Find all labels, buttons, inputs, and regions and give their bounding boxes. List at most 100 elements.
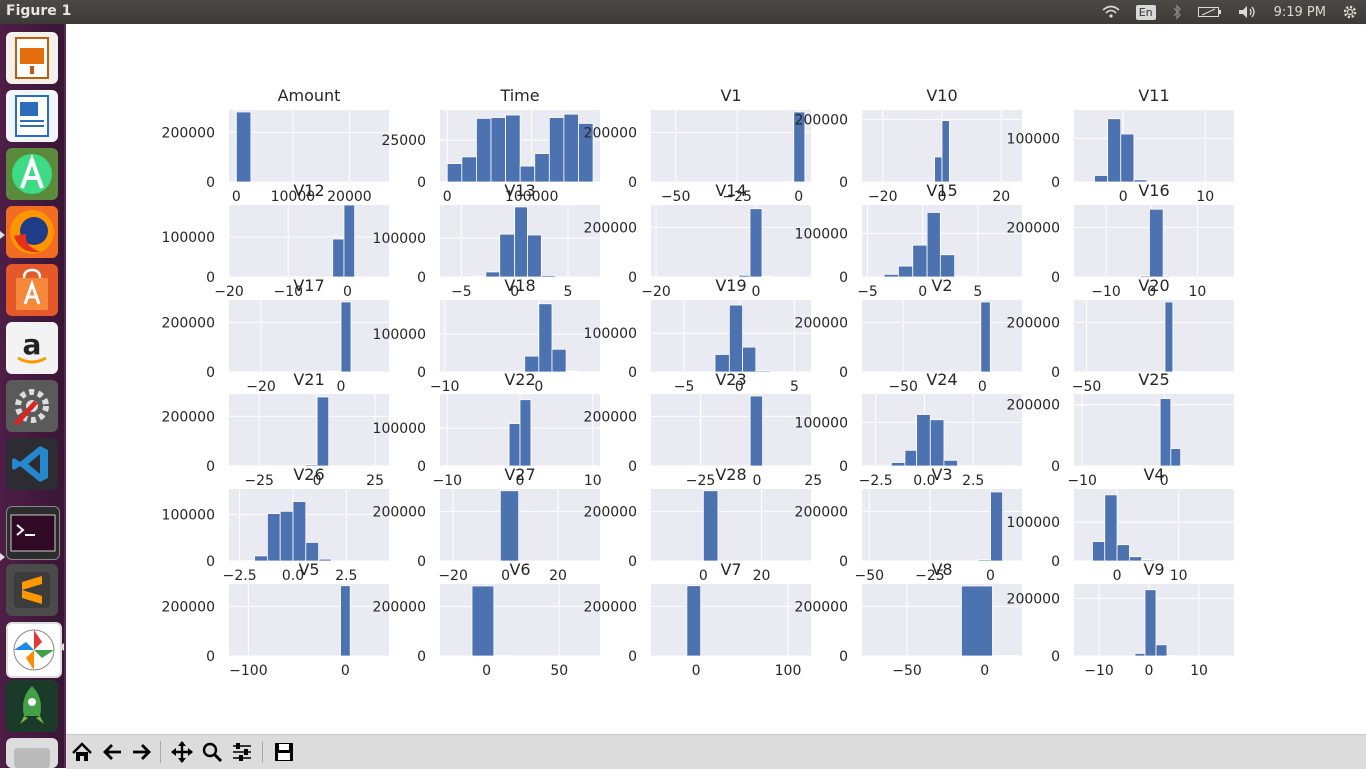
subplot-title: V18: [504, 276, 535, 295]
y-tick-label: 200000: [162, 599, 215, 615]
vscode-icon[interactable]: [6, 438, 58, 490]
subplot-title: V22: [504, 370, 535, 389]
y-tick-label: 0: [839, 459, 848, 475]
save-icon[interactable]: [270, 739, 298, 765]
x-tick-label: 0: [534, 379, 543, 395]
subplot-title: V27: [504, 465, 535, 484]
running-indicator: [0, 231, 5, 239]
y-tick-label: 0: [628, 554, 637, 570]
volume-icon[interactable]: [1238, 5, 1258, 19]
x-tick-label: 0: [794, 189, 803, 205]
x-tick-label: −50: [854, 568, 884, 584]
impress-icon[interactable]: [6, 32, 58, 84]
y-tick-label: 0: [839, 175, 848, 191]
histogram-bar: [1135, 653, 1145, 656]
gear-icon[interactable]: [1342, 4, 1358, 20]
rocket-app-icon[interactable]: [6, 680, 58, 732]
axes-background: [229, 205, 389, 277]
histogram-bar: [527, 235, 541, 277]
x-tick-label: 50: [550, 663, 568, 679]
axes-background: [229, 110, 389, 182]
histogram-bar: [1156, 645, 1167, 656]
x-tick-label: 0: [1145, 663, 1154, 679]
configure-subplots-icon[interactable]: [228, 739, 256, 765]
histogram-bar: [878, 465, 892, 466]
x-tick-label: −50: [892, 663, 922, 679]
histogram-bar: [913, 245, 927, 277]
y-tick-label: 200000: [162, 125, 215, 141]
x-tick-label: −50: [888, 379, 918, 395]
y-tick-label: 200000: [162, 409, 215, 425]
x-tick-label: 20: [549, 568, 567, 584]
writer-icon[interactable]: [6, 90, 58, 142]
sublime-text-icon[interactable]: [6, 564, 58, 616]
axes-background: [651, 205, 811, 277]
histogram-bar: [500, 491, 518, 561]
histogram-bar: [1165, 302, 1173, 372]
y-tick-label: 0: [628, 649, 637, 665]
wifi-icon[interactable]: [1102, 5, 1120, 19]
histogram-bar: [942, 121, 949, 182]
pinwheel-app-icon[interactable]: [6, 622, 62, 678]
svg-text:a: a: [23, 328, 42, 361]
back-arrow-icon[interactable]: [98, 739, 126, 765]
keyboard-layout-label: En: [1136, 5, 1156, 20]
software-center-icon[interactable]: [6, 264, 58, 316]
subplot-title: V8: [931, 560, 952, 579]
y-tick-label: 0: [839, 649, 848, 665]
subplot-title: V28: [715, 465, 746, 484]
x-tick-label: 0: [232, 189, 241, 205]
subplot-title: V17: [293, 276, 324, 295]
histogram-bar: [1129, 557, 1141, 561]
subplot-title: V10: [926, 86, 957, 105]
forward-arrow-icon[interactable]: [128, 739, 156, 765]
histogram-bar: [333, 239, 344, 277]
toolbar-separator: [262, 741, 263, 763]
y-tick-label: 0: [839, 365, 848, 381]
x-tick-label: −100: [229, 663, 267, 679]
y-tick-label: 200000: [795, 504, 848, 520]
y-tick-label: 0: [206, 365, 215, 381]
histogram-bar: [743, 347, 756, 372]
histogram-bar: [344, 205, 355, 277]
histogram-bar: [1167, 655, 1178, 656]
keyboard-layout-indicator[interactable]: En: [1136, 5, 1156, 20]
y-tick-label: 100000: [373, 327, 426, 343]
histogram-bar: [447, 164, 462, 182]
histogram-bar: [898, 266, 912, 277]
histogram-bar: [990, 492, 1002, 561]
subplot-title: V2: [931, 276, 952, 295]
histogram-bar: [1105, 495, 1117, 561]
y-tick-label: 0: [1051, 554, 1060, 570]
histogram-bar: [1181, 465, 1191, 466]
disk-icon[interactable]: [6, 738, 58, 768]
home-icon[interactable]: [68, 739, 96, 765]
firefox-icon[interactable]: [6, 206, 58, 258]
axes-background: [229, 584, 389, 656]
zoom-icon[interactable]: [198, 739, 226, 765]
x-tick-label: 2.5: [962, 473, 984, 489]
clock[interactable]: 9:19 PM: [1274, 5, 1326, 20]
y-tick-label: 200000: [795, 112, 848, 128]
bluetooth-icon[interactable]: [1172, 4, 1182, 20]
axes-background: [651, 394, 811, 466]
android-studio-icon[interactable]: [6, 148, 58, 200]
y-tick-label: 200000: [1007, 220, 1060, 236]
y-tick-label: 0: [206, 649, 215, 665]
subplot-title: V3: [931, 465, 952, 484]
x-tick-label: 5: [564, 284, 573, 300]
battery-icon[interactable]: [1198, 6, 1222, 18]
terminal-icon[interactable]: [6, 506, 60, 560]
histogram-bar: [927, 212, 940, 277]
system-settings-icon[interactable]: [6, 380, 58, 432]
x-tick-label: −2.5: [223, 568, 257, 584]
y-tick-label: 0: [417, 459, 426, 475]
pan-icon[interactable]: [168, 739, 196, 765]
histogram-bar: [1117, 545, 1129, 561]
x-tick-label: −25: [244, 473, 274, 489]
amazon-icon[interactable]: a: [6, 322, 58, 374]
axes-background: [440, 489, 600, 561]
